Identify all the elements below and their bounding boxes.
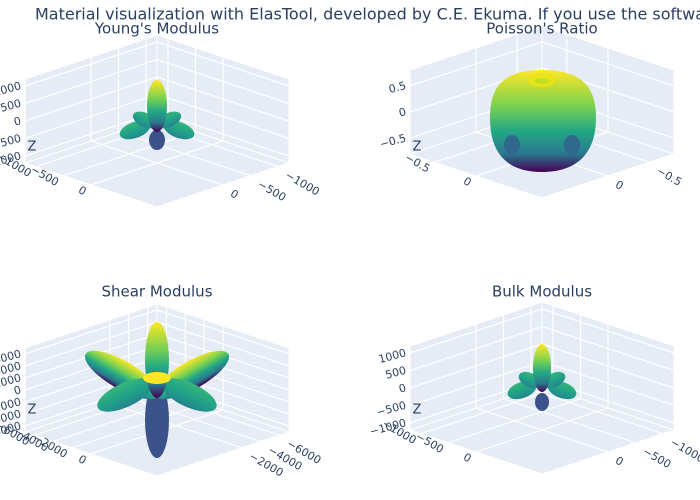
z-tick-label: 0 — [12, 383, 22, 397]
subplot-title: Shear Modulus — [101, 283, 212, 301]
z-tick-label: 0 — [397, 381, 407, 395]
x-tick-label: −500 — [641, 445, 674, 471]
subplot-title: Young's Modulus — [94, 20, 219, 38]
z-axis-label: Z — [28, 140, 37, 155]
figure-title: Material visualization with ElasTool, de… — [35, 5, 700, 24]
x-tick-label: 0 — [228, 187, 241, 202]
grid-line — [63, 131, 196, 177]
shear-surface — [84, 322, 230, 458]
z-tick-label: 500 — [384, 364, 408, 382]
z-tick-label: 0 — [12, 114, 22, 128]
youngs-surface — [119, 80, 195, 150]
grid-line — [71, 403, 205, 449]
x-tick-label: 0 — [613, 454, 626, 469]
subplot-title: Bulk Modulus — [492, 283, 592, 301]
x-tick-label: −0.5 — [654, 164, 684, 189]
y-tick-label: 0 — [76, 452, 89, 467]
x-tick-label: −500 — [256, 178, 289, 204]
z-tick-label: 1000 — [0, 79, 23, 99]
grid-line — [90, 140, 224, 186]
grid-line — [24, 321, 158, 367]
y-tick-label: 0 — [461, 450, 474, 465]
z-tick-label: −500 — [0, 132, 23, 152]
z-tick-label: −0.5 — [378, 131, 407, 150]
grid-line — [420, 389, 554, 435]
z-axis-label: Z — [28, 403, 37, 418]
x-tick-label: −1000 — [283, 169, 322, 199]
grid-line — [448, 398, 581, 444]
y-tick-label: 0 — [461, 174, 474, 189]
surfaces — [84, 70, 596, 458]
x-tick-label: −1000 — [668, 436, 700, 466]
poisson-surface — [490, 70, 596, 172]
x-tick-label: 0 — [613, 178, 626, 193]
z-tick-label: 0.5 — [387, 79, 407, 96]
bulk-surface — [507, 344, 577, 411]
grid-line — [475, 407, 609, 453]
z-axis-label: Z — [413, 140, 422, 155]
grid-line — [24, 357, 158, 403]
subplot-title: Poisson's Ratio — [486, 20, 597, 38]
z-tick-label: 500 — [0, 97, 23, 115]
z-axis-label: Z — [413, 403, 422, 418]
y-tick-label: 0 — [76, 183, 89, 198]
z-tick-label: 0 — [397, 105, 407, 119]
grid-line — [24, 309, 158, 355]
